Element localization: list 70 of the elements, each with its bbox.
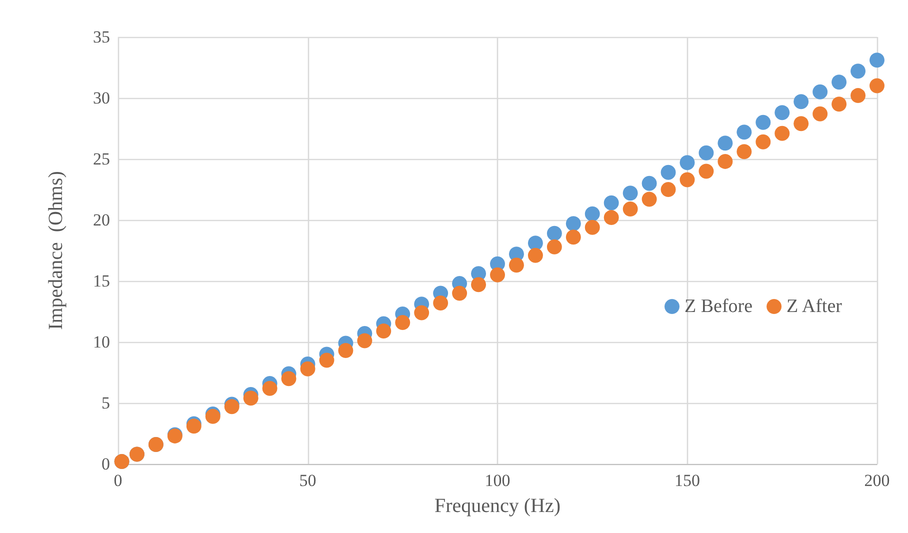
point <box>870 52 884 68</box>
point <box>433 295 448 310</box>
point <box>528 236 543 251</box>
point <box>546 239 562 254</box>
point <box>584 206 600 222</box>
point <box>300 361 316 376</box>
point <box>832 96 847 112</box>
point <box>756 134 771 150</box>
point <box>736 124 752 140</box>
y-tick-label: 25 <box>93 150 110 168</box>
point <box>718 136 733 151</box>
point <box>794 116 809 132</box>
point <box>338 343 354 358</box>
point <box>870 78 884 94</box>
point <box>736 144 752 160</box>
point <box>680 172 695 188</box>
y-tick-label: 0 <box>102 454 110 474</box>
legend-label: Z After <box>786 296 843 317</box>
point <box>622 202 638 217</box>
x-tick-label: 200 <box>864 471 890 490</box>
y-tick-label: 5 <box>102 394 110 412</box>
point <box>566 230 581 245</box>
y-tick-label: 10 <box>93 332 110 352</box>
point <box>660 182 676 197</box>
point <box>376 324 392 339</box>
point <box>604 210 619 226</box>
point <box>395 314 410 330</box>
point <box>698 164 714 179</box>
point <box>698 145 714 160</box>
point <box>756 114 771 130</box>
point <box>319 352 334 368</box>
point <box>794 94 809 110</box>
point <box>452 286 468 301</box>
point <box>642 176 657 191</box>
point <box>812 106 828 122</box>
point <box>566 216 581 232</box>
point <box>357 333 372 348</box>
point <box>642 192 657 207</box>
point <box>281 371 296 386</box>
legend-label: Z Before <box>684 296 753 317</box>
point <box>718 154 733 169</box>
y-tick-label: 30 <box>93 88 110 108</box>
point <box>774 105 790 120</box>
point <box>584 220 600 235</box>
point <box>850 88 866 104</box>
y-tick-label: 20 <box>93 210 110 230</box>
y-tick-label: 35 <box>93 28 110 46</box>
y-tick-label: 15 <box>93 272 110 290</box>
point <box>774 126 790 141</box>
point <box>812 84 828 100</box>
x-tick-label: 0 <box>114 471 122 490</box>
point <box>660 164 676 180</box>
point <box>622 186 638 201</box>
x-tick-label: 150 <box>674 471 700 490</box>
point <box>262 380 278 396</box>
point <box>604 195 619 210</box>
y-axis-title: Impedance (Ohms) <box>45 171 67 330</box>
point <box>546 226 562 241</box>
point <box>243 390 258 406</box>
point <box>414 305 430 320</box>
point <box>471 277 486 292</box>
point <box>490 267 505 282</box>
x-tick-label: 50 <box>299 471 316 490</box>
point <box>680 155 695 170</box>
point <box>528 248 543 263</box>
point <box>508 258 524 273</box>
point <box>832 74 847 90</box>
x-tick-label: 100 <box>484 471 510 490</box>
x-axis-title: Frequency (Hz) <box>434 495 561 517</box>
point <box>850 64 866 79</box>
